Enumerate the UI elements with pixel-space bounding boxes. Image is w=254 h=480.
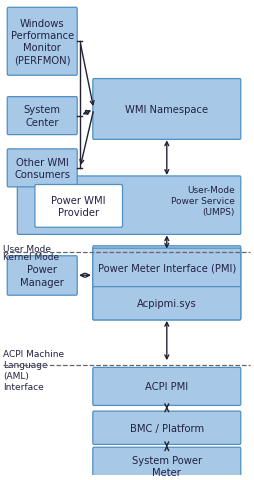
FancyBboxPatch shape xyxy=(7,256,77,296)
FancyBboxPatch shape xyxy=(92,287,240,320)
FancyBboxPatch shape xyxy=(7,97,77,135)
Text: User-Mode
Power Service
(UMPS): User-Mode Power Service (UMPS) xyxy=(170,185,234,216)
Text: Acpipmi.sys: Acpipmi.sys xyxy=(136,299,196,309)
FancyBboxPatch shape xyxy=(92,246,240,320)
FancyBboxPatch shape xyxy=(92,249,240,288)
Text: Kernel Mode: Kernel Mode xyxy=(3,252,59,261)
Text: Power WMI
Provider: Power WMI Provider xyxy=(51,195,106,217)
Text: Power
Manager: Power Manager xyxy=(20,265,64,287)
Text: ACPI PMI: ACPI PMI xyxy=(145,382,188,392)
Text: Windows
Performance
Monitor
(PERFMON): Windows Performance Monitor (PERFMON) xyxy=(11,19,74,66)
Text: Other WMI
Consumers: Other WMI Consumers xyxy=(14,157,70,180)
FancyBboxPatch shape xyxy=(92,368,240,406)
FancyBboxPatch shape xyxy=(92,411,240,444)
Text: Power Meter Interface (PMI): Power Meter Interface (PMI) xyxy=(97,264,235,273)
Text: WMI Namespace: WMI Namespace xyxy=(125,105,208,115)
Text: User Mode: User Mode xyxy=(3,244,51,253)
FancyBboxPatch shape xyxy=(35,185,122,228)
Text: ACPI Machine
Language
(AML)
Interface: ACPI Machine Language (AML) Interface xyxy=(3,349,64,392)
Text: BMC / Platform: BMC / Platform xyxy=(129,423,203,433)
Text: System Power
Meter: System Power Meter xyxy=(131,455,201,478)
FancyBboxPatch shape xyxy=(92,79,240,140)
FancyBboxPatch shape xyxy=(7,8,77,76)
Text: System
Center: System Center xyxy=(24,105,60,128)
FancyBboxPatch shape xyxy=(17,177,240,235)
FancyBboxPatch shape xyxy=(92,447,240,480)
FancyBboxPatch shape xyxy=(7,150,77,188)
